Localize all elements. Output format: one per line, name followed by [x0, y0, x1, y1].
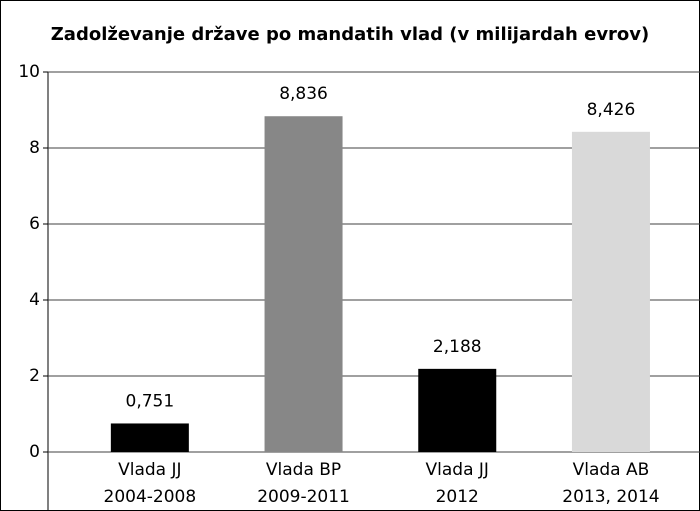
y-tick-label: 2	[29, 366, 40, 386]
data-label: 2,188	[433, 337, 482, 357]
x-tick-label: Vlada JJ	[426, 460, 489, 480]
data-label: 8,426	[587, 100, 636, 120]
y-tick-label: 4	[29, 290, 40, 310]
bar	[110, 423, 189, 452]
y-tick-label: 8	[29, 138, 40, 158]
data-label: 8,836	[279, 84, 328, 104]
y-tick-label: 0	[29, 442, 40, 462]
bar	[571, 131, 650, 452]
x-tick-label: 2004-2008	[104, 487, 197, 507]
x-tick-label: Vlada JJ	[118, 460, 181, 480]
x-tick-label: 2012	[436, 487, 479, 507]
y-tick-label: 6	[29, 214, 40, 234]
x-tick-label: 2013, 2014	[562, 487, 659, 507]
bar	[264, 116, 343, 453]
y-tick-label: 10	[18, 62, 40, 82]
x-tick-label: 2009-2011	[257, 487, 350, 507]
data-label: 0,751	[126, 391, 175, 411]
chart-title: Zadolževanje države po mandatih vlad (v …	[51, 24, 650, 45]
bar	[418, 368, 497, 452]
x-tick-label: Vlada BP	[266, 460, 341, 480]
x-tick-label: Vlada AB	[573, 460, 650, 480]
